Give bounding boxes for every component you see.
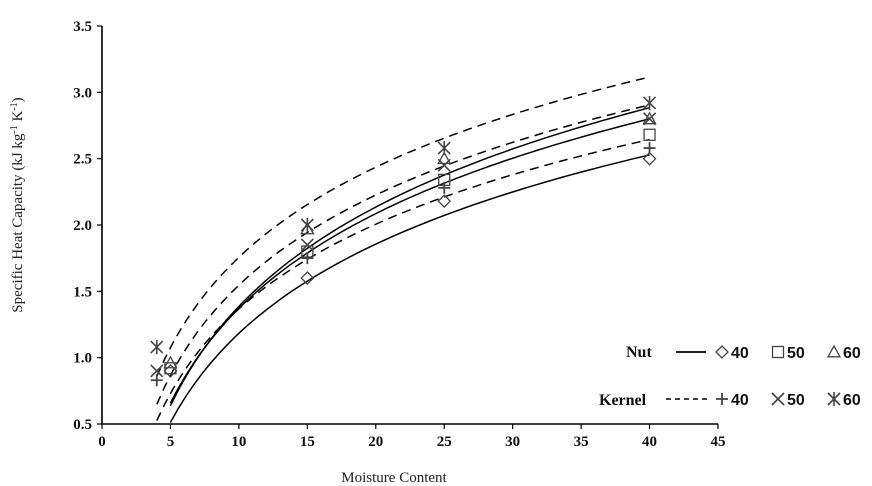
data-point-kernel-40 bbox=[643, 142, 656, 155]
x-tick-label: 35 bbox=[574, 434, 589, 450]
data-point-kernel-60 bbox=[150, 340, 164, 355]
data-point-kernel-50 bbox=[642, 112, 657, 126]
legend-group-label: Nut bbox=[626, 344, 652, 361]
data-point-kernel-40 bbox=[150, 374, 163, 387]
data-point-nut-40 bbox=[163, 364, 178, 378]
x-tick-label: 10 bbox=[231, 434, 246, 450]
y-axis-label: Specific Heat Capacity (kJ kg-1 K-1) bbox=[9, 97, 27, 312]
data-point-kernel-50 bbox=[437, 158, 451, 172]
y-tick-label: 1.5 bbox=[73, 284, 92, 300]
y-tick-label: 2.0 bbox=[73, 218, 92, 234]
y-ticks: 0.5 1.0 1.5 2.0 2.5 3.0 3.5 bbox=[73, 19, 102, 433]
x-tick-label: 40 bbox=[642, 434, 657, 450]
x-tick-label: 15 bbox=[300, 434, 315, 450]
data-point-nut-40 bbox=[642, 151, 657, 166]
data-point-nut-50 bbox=[643, 128, 656, 141]
trend-line-kernel-50 bbox=[156, 104, 650, 405]
data-point-nut-40 bbox=[437, 194, 452, 209]
legend-group-label: Kernel bbox=[599, 392, 647, 409]
data-point-nut-60 bbox=[437, 151, 452, 165]
y-tick-label: 3.0 bbox=[73, 85, 92, 101]
trend-line-nut-40 bbox=[169, 154, 650, 423]
legend-entry-label: 50 bbox=[787, 345, 805, 362]
legend-entry-label: 60 bbox=[843, 392, 861, 409]
legend-entry-label: 40 bbox=[731, 392, 749, 409]
legend-row-kernel: Kernel 40 50 60 bbox=[599, 392, 861, 409]
legend-marker-square bbox=[771, 345, 785, 359]
legend-row-nut: Nut 40 50 60 bbox=[626, 344, 861, 362]
trend-line-nut-50 bbox=[169, 118, 650, 404]
legend-marker-triangle bbox=[826, 344, 842, 358]
legend: Nut 40 50 60 Kernel 40 50 60 bbox=[599, 344, 861, 409]
legend-marker-star bbox=[827, 392, 841, 406]
data-point-nut-40 bbox=[300, 271, 315, 285]
legend-entry-label: 60 bbox=[843, 345, 861, 362]
data-point-kernel-60 bbox=[642, 95, 657, 110]
legend-entry-label: 40 bbox=[731, 345, 749, 362]
y-tick-label: 0.5 bbox=[73, 417, 92, 433]
data-point-kernel-40 bbox=[301, 252, 314, 265]
x-tick-label: 5 bbox=[167, 434, 175, 450]
legend-marker-diamond bbox=[715, 345, 729, 359]
x-axis-label: Moisture Content bbox=[341, 470, 447, 486]
trend-lines bbox=[156, 76, 650, 423]
data-point-kernel-60 bbox=[300, 218, 314, 232]
data-point-kernel-60 bbox=[437, 141, 451, 156]
y-tick-label: 1.0 bbox=[73, 351, 92, 367]
x-tick-label: 25 bbox=[437, 434, 452, 450]
x-tick-label: 45 bbox=[711, 434, 726, 450]
data-point-kernel-50 bbox=[150, 364, 164, 378]
y-tick-label: 2.5 bbox=[73, 152, 92, 168]
legend-marker-plus bbox=[716, 393, 728, 405]
trend-line-nut-60 bbox=[169, 106, 650, 407]
x-ticks: 0 5 10 15 20 25 30 35 40 45 bbox=[98, 424, 726, 450]
trend-line-kernel-60 bbox=[156, 76, 650, 377]
x-tick-label: 0 bbox=[98, 434, 106, 450]
legend-marker-cross bbox=[771, 392, 785, 406]
x-tick-label: 20 bbox=[368, 434, 383, 450]
plot-area: 0 5 10 15 20 25 30 35 40 45 0.5 1.0 1.5 2.0 2.5 3.0 3.5 bbox=[73, 19, 725, 450]
trend-line-kernel-40 bbox=[156, 138, 650, 421]
data-point-nut-60 bbox=[163, 355, 178, 369]
data-points bbox=[150, 95, 657, 387]
data-point-kernel-50 bbox=[300, 238, 314, 252]
data-point-kernel-40 bbox=[438, 181, 451, 194]
y-tick-label: 3.5 bbox=[73, 19, 92, 35]
data-point-nut-60 bbox=[642, 111, 657, 125]
legend-entry-label: 50 bbox=[787, 392, 805, 409]
x-tick-label: 30 bbox=[505, 434, 520, 450]
